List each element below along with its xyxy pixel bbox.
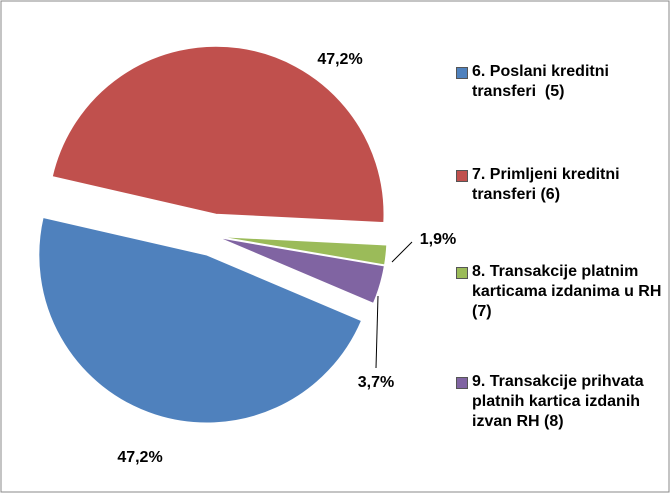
leader-line [375,295,379,369]
data-label: 1,9% [420,231,456,248]
data-label: 3,7% [358,374,394,391]
data-label: 47,2% [317,51,362,68]
pie-slice [218,236,388,266]
pie-slice [38,216,363,424]
legend-swatch [456,170,468,182]
legend-item: 6. Poslani kreditni transferi (5) [456,62,670,102]
legend-swatch [456,267,468,279]
legend-item: 7. Primljeni kreditni transferi (6) [456,165,670,205]
legend-label: 6. Poslani kreditni transferi (5) [472,63,614,100]
legend-label: 8. Transakcije platnim karticama izdanim… [472,263,666,320]
legend-swatch [456,67,468,79]
data-label: 47,2% [117,449,162,466]
legend-item: 9. Transakcije prihvata platnih kartica … [456,372,670,432]
pie-slice [51,45,385,224]
pie-slice [218,237,385,304]
leader-line [391,241,413,263]
legend-label: 7. Primljeni kreditni transferi (6) [472,166,625,203]
legend-item: 8. Transakcije platnim karticama izdanim… [456,262,670,322]
legend-swatch [456,377,468,389]
legend-label: 9. Transakcije prihvata platnih kartica … [472,373,649,430]
